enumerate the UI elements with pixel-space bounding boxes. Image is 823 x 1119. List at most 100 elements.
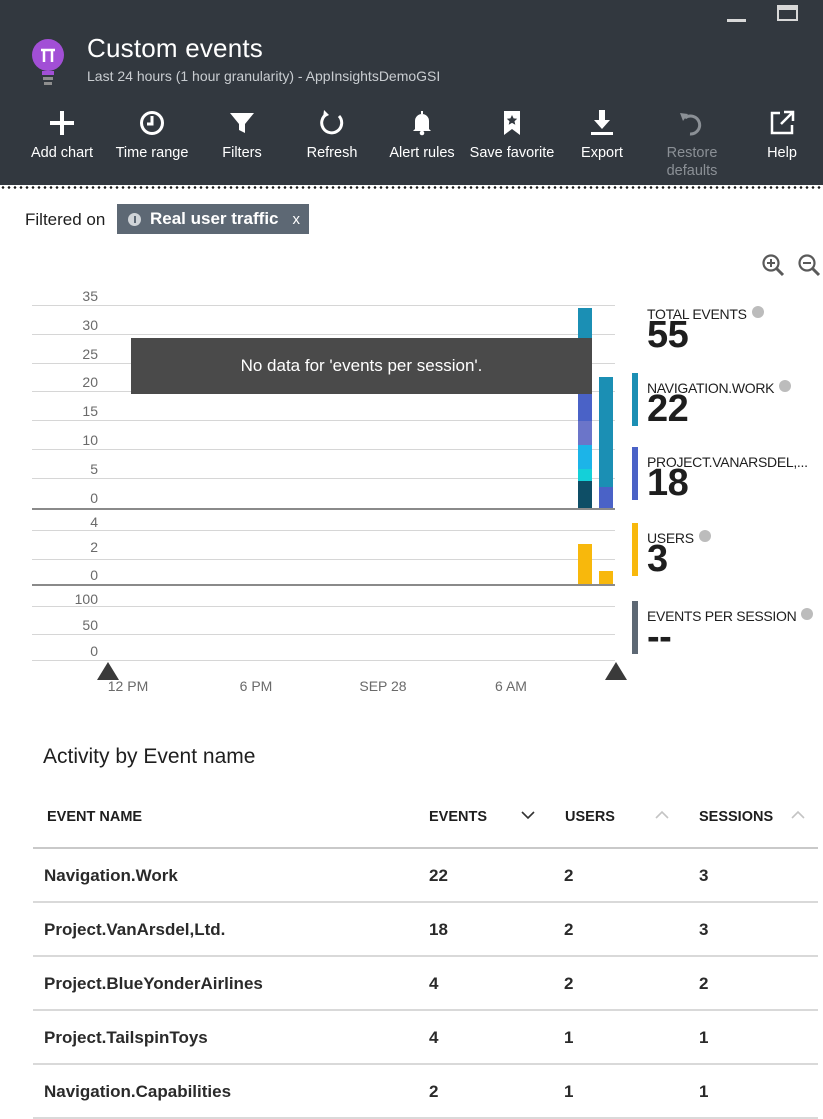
column-header-users-label: USERS: [565, 809, 615, 825]
refresh-button[interactable]: Refresh: [287, 110, 377, 162]
y-tick-label: 2: [90, 539, 98, 555]
metric-value: --: [647, 616, 672, 658]
event-bar-segment: [578, 421, 592, 446]
cell-users: 2: [564, 974, 574, 993]
y-tick-label: 10: [82, 432, 98, 448]
filter-chip-label: Real user traffic: [150, 209, 279, 228]
column-header-sessions[interactable]: SESSIONS: [699, 809, 805, 825]
metric-label: USERS: [647, 530, 711, 546]
clock-icon: [140, 111, 164, 135]
save-favorite-button[interactable]: Save favorite: [467, 110, 557, 162]
header-separator: [0, 185, 823, 190]
time-range-button[interactable]: Time range: [107, 110, 197, 162]
add-chart-label: Add chart: [30, 145, 94, 161]
metric-navigation-work[interactable]: NAVIGATION.WORK 22: [632, 373, 823, 440]
info-icon[interactable]: [698, 530, 711, 542]
series-color-strip: [632, 601, 638, 654]
filter-icon: [230, 113, 254, 133]
help-button[interactable]: Help: [737, 110, 823, 162]
blade-subtitle: Last 24 hours (1 hour granularity) - App…: [87, 68, 441, 84]
cell-users: 2: [564, 866, 574, 885]
metric-label-text: PROJECT.VANARSDEL,...: [647, 454, 808, 470]
column-header-events[interactable]: EVENTS: [429, 809, 535, 825]
metric-events-per-session[interactable]: EVENTS PER SESSION --: [632, 601, 823, 668]
series-color-strip: [632, 447, 638, 500]
table-row[interactable]: Navigation.Work 22 2 3: [33, 849, 818, 903]
filter-chip[interactable]: Real user traffic x: [117, 204, 309, 234]
series-color-strip: [632, 523, 638, 576]
users-bar: [599, 570, 613, 584]
zoom-out-icon[interactable]: [797, 253, 821, 277]
cell-users: 2: [564, 920, 574, 939]
table-title: Activity by Event name: [43, 745, 256, 768]
table-row[interactable]: Navigation.Capabilities 2 1 1: [33, 1065, 818, 1119]
users-bar: [578, 544, 592, 584]
filters-label: Filters: [222, 145, 262, 161]
y-tick-label: 4: [90, 514, 98, 530]
save-favorite-label: Save favorite: [469, 145, 555, 161]
y-tick-label: 0: [90, 643, 98, 659]
export-button[interactable]: Export: [557, 110, 647, 162]
axis-baseline: [32, 584, 615, 586]
gridline: [32, 660, 615, 661]
table-row[interactable]: Project.TailspinToys 4 1 1: [33, 1011, 818, 1065]
x-tick-label: SEP 28: [359, 678, 407, 694]
alert-rules-button[interactable]: Alert rules: [377, 110, 467, 162]
gridline: [32, 449, 615, 450]
y-tick-label: 30: [82, 317, 98, 333]
column-header-users[interactable]: USERS: [565, 809, 669, 825]
axis-baseline: [32, 508, 615, 510]
metric-label: NAVIGATION.WORK: [647, 380, 792, 396]
minimize-icon[interactable]: [727, 19, 746, 22]
metric-label-text: EVENTS PER SESSION: [647, 608, 797, 624]
cell-sessions: 3: [699, 920, 709, 939]
column-header-event-name[interactable]: EVENT NAME: [47, 809, 143, 825]
info-icon[interactable]: [751, 306, 764, 318]
y-tick-label: 5: [90, 461, 98, 477]
cell-events: 4: [429, 1028, 439, 1047]
filters-button[interactable]: Filters: [197, 110, 287, 162]
range-end-handle[interactable]: [605, 662, 627, 680]
chevron-down-icon[interactable]: [521, 810, 535, 820]
column-header-events-label: EVENTS: [429, 809, 488, 825]
chevron-up-icon[interactable]: [655, 810, 669, 820]
plus-icon: [50, 111, 74, 135]
metric-users[interactable]: USERS 3: [632, 523, 823, 590]
y-tick-label: 25: [82, 346, 98, 362]
external-link-icon: [770, 110, 795, 135]
gridline: [32, 530, 615, 531]
info-icon[interactable]: [801, 608, 814, 620]
lightbulb-icon: [32, 39, 64, 85]
help-label: Help: [767, 145, 797, 161]
maximize-icon[interactable]: [777, 5, 798, 21]
range-start-handle[interactable]: [97, 662, 119, 680]
bell-icon: [413, 111, 431, 136]
cell-sessions: 2: [699, 974, 709, 993]
chevron-up-icon[interactable]: [791, 810, 805, 820]
cell-sessions: 1: [699, 1028, 709, 1047]
metric-project-vanarsdel[interactable]: PROJECT.VANARSDEL,... 18: [632, 447, 823, 514]
x-tick-label: 12 PM: [107, 678, 149, 694]
table-row[interactable]: Project.BlueYonderAirlines 4 2 2: [33, 957, 818, 1011]
metric-label-text: TOTAL EVENTS: [647, 306, 747, 322]
gridline: [32, 634, 615, 635]
y-tick-label: 0: [90, 567, 98, 583]
gridline: [32, 334, 615, 335]
y-tick-label: 50: [82, 617, 98, 633]
cell-events: 4: [429, 974, 439, 993]
cell-event-name: Project.TailspinToys: [44, 1028, 208, 1047]
y-tick-label: 20: [82, 374, 98, 390]
download-icon: [591, 110, 613, 135]
metric-value: 3: [647, 538, 668, 580]
table-row[interactable]: Project.VanArsdel,Ltd. 18 2 3: [33, 903, 818, 957]
gridline: [32, 420, 615, 421]
metric-label: TOTAL EVENTS: [647, 306, 764, 322]
add-chart-button[interactable]: Add chart: [17, 110, 107, 162]
cell-events: 22: [429, 866, 448, 885]
metric-total-events[interactable]: TOTAL EVENTS 55: [632, 306, 823, 366]
info-icon[interactable]: [779, 380, 792, 392]
close-icon[interactable]: x: [292, 210, 301, 228]
restore-defaults-button[interactable]: Restore defaults: [647, 110, 737, 180]
zoom-in-icon[interactable]: [761, 253, 785, 277]
cell-sessions: 3: [699, 866, 709, 885]
